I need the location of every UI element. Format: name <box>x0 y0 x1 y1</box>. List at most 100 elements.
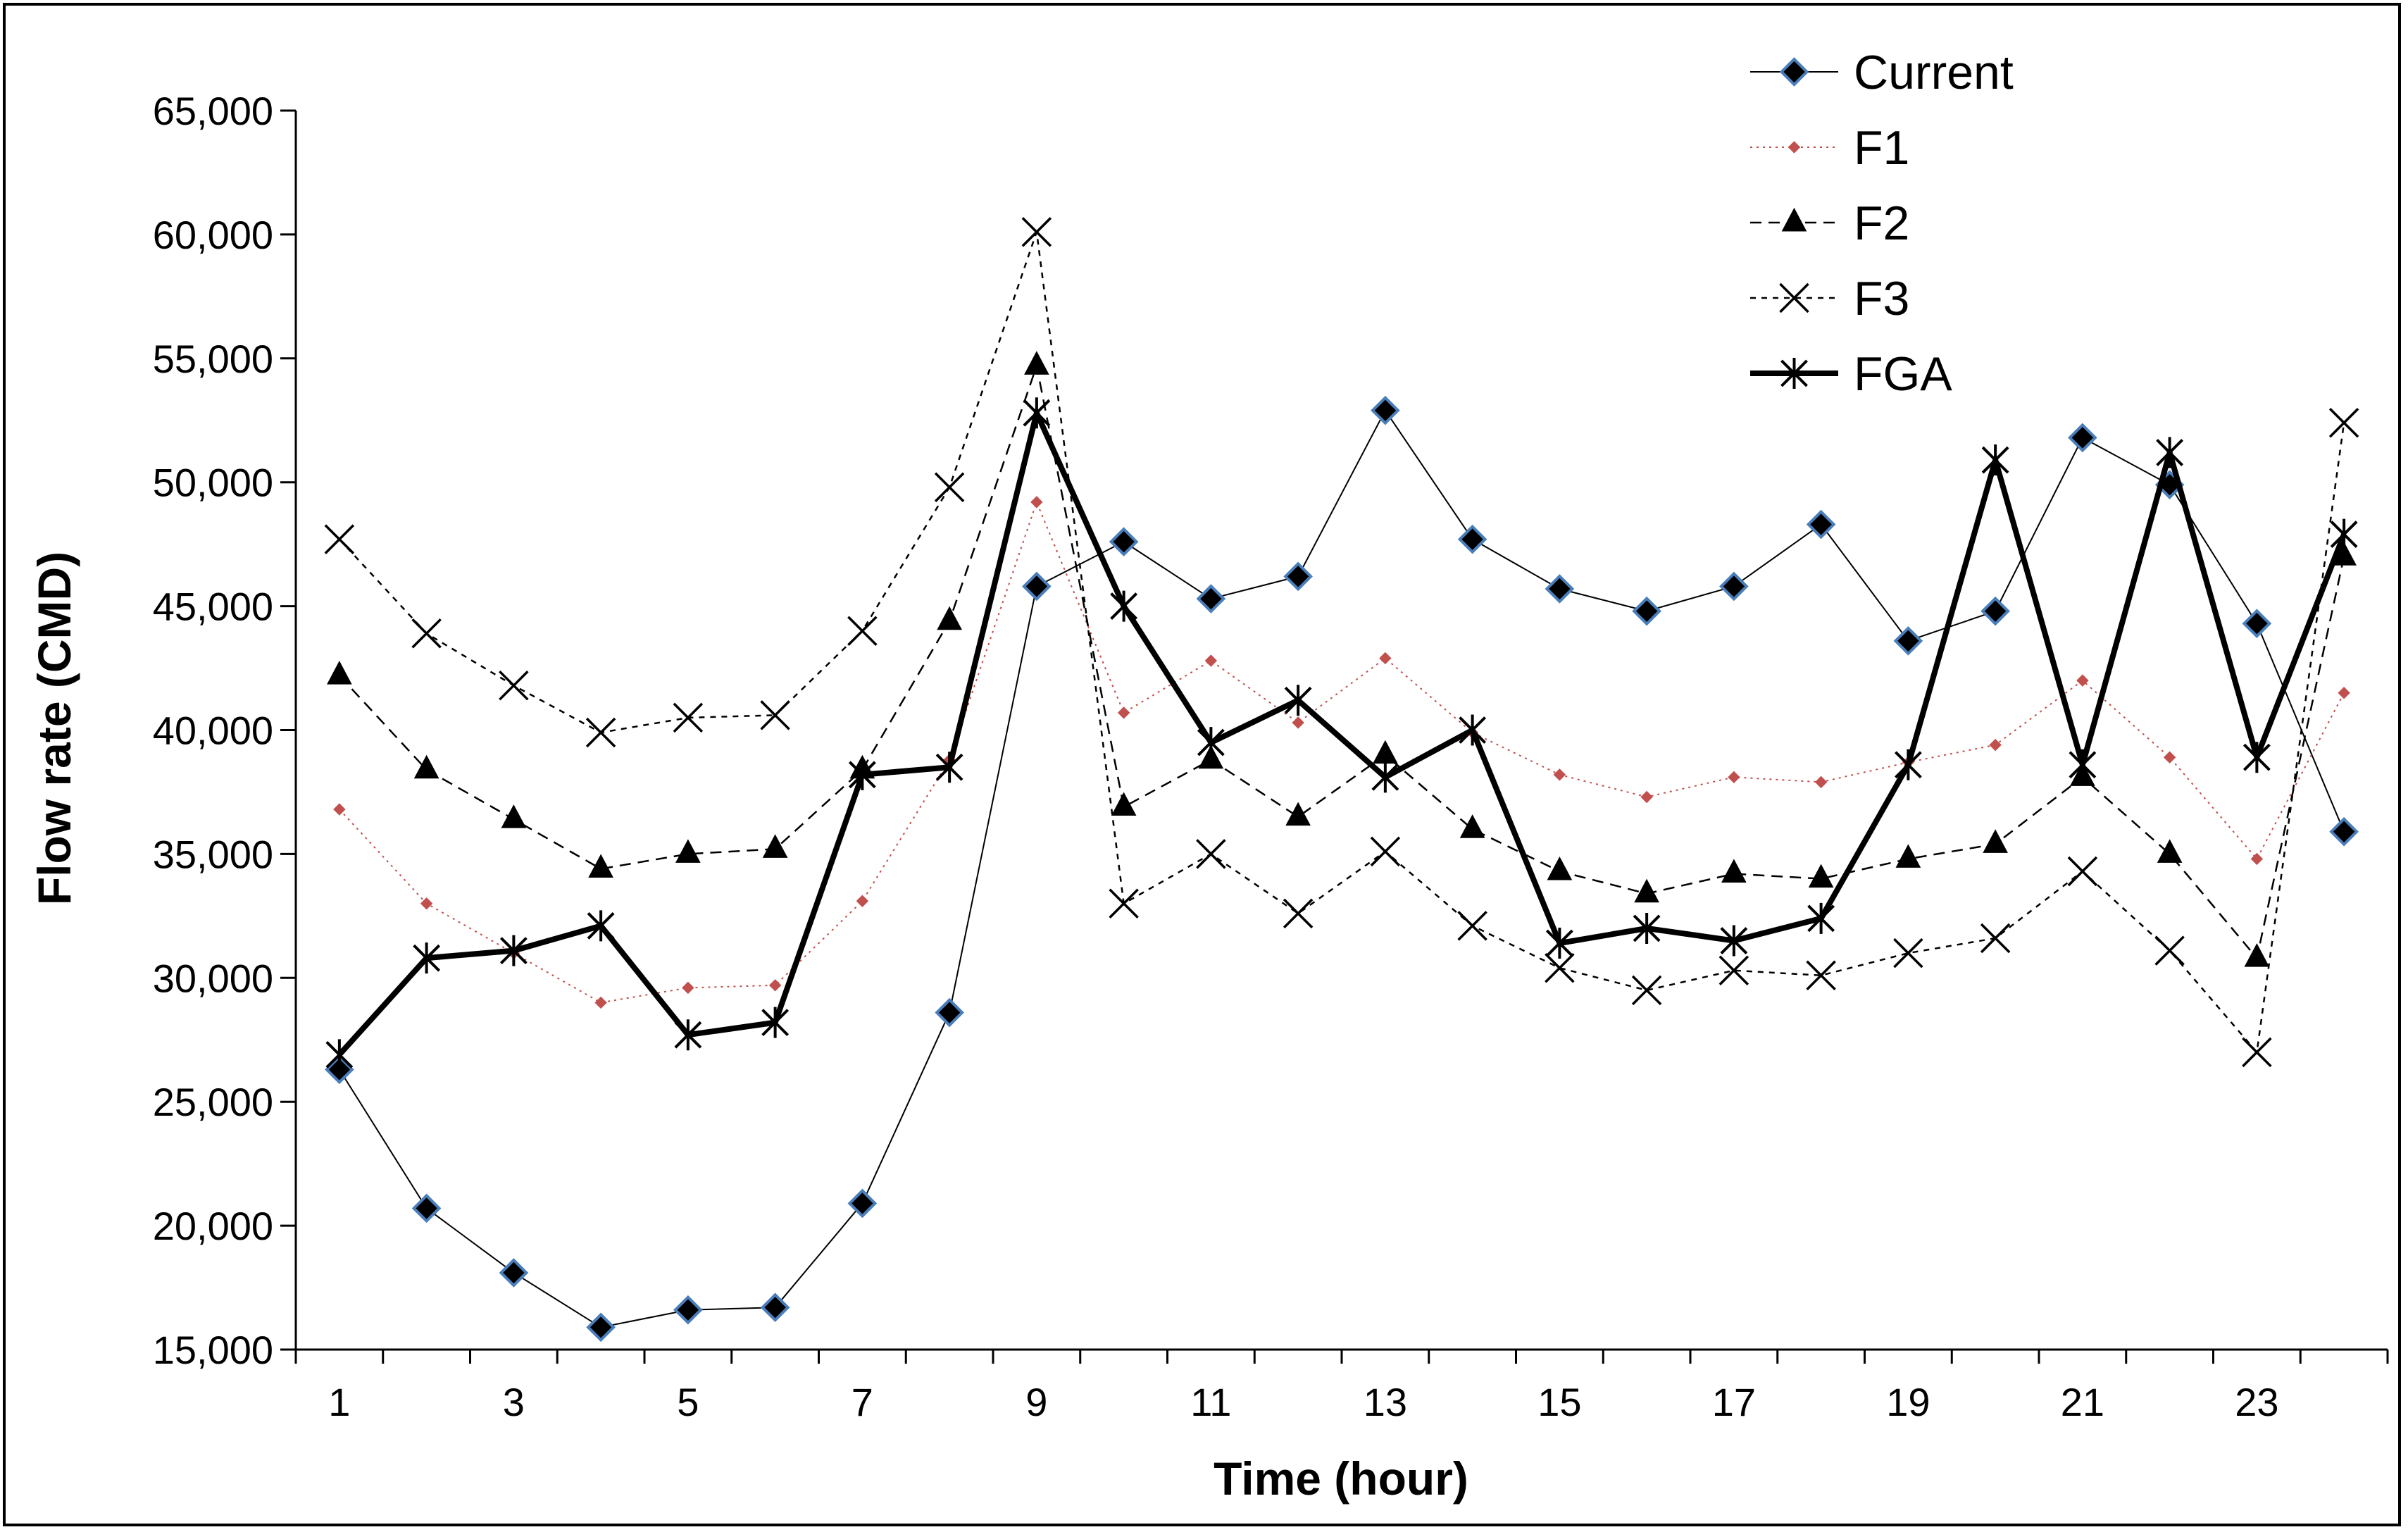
legend-label: F1 <box>1854 121 1909 175</box>
data-point-f2 <box>1547 856 1573 880</box>
legend-item-f3: F3 <box>1750 272 1909 325</box>
data-point-f2 <box>675 839 701 863</box>
data-point-current <box>1545 574 1575 604</box>
legend-item-current: Current <box>1750 46 2014 99</box>
data-point-f2 <box>1024 351 1049 375</box>
series-line-f3 <box>338 231 2345 1054</box>
data-point-f3 <box>1718 955 1749 985</box>
data-point-f2 <box>1285 802 1311 826</box>
data-point-current <box>1457 524 1487 554</box>
data-point-f3 <box>1893 938 1923 969</box>
data-point-f3 <box>1283 898 1314 929</box>
data-point-fga <box>2156 437 2184 468</box>
data-point-f3 <box>1196 839 1226 869</box>
data-point-f2 <box>937 606 962 630</box>
data-point-f3 <box>411 618 442 649</box>
y-tick-label: 30,000 <box>153 956 273 1000</box>
chart-axes: 15,000 20,000 25,000 30,000 35,000 40,000 45,0… <box>153 89 2389 1424</box>
data-point-current <box>499 1258 529 1288</box>
data-point-f3 <box>1631 975 1662 1006</box>
data-point-f2 <box>1721 859 1747 883</box>
data-point-f3 <box>1806 960 1836 991</box>
y-tick-label: 55,000 <box>153 337 273 381</box>
x-tick-label: 5 <box>677 1380 699 1424</box>
series-line-current <box>339 409 2345 1328</box>
series-line-f2 <box>338 365 2345 959</box>
data-point-f3 <box>1370 836 1401 867</box>
legend-label: FGA <box>1854 347 1952 401</box>
y-tick-label: 65,000 <box>153 89 273 133</box>
series-line-fga <box>337 410 2347 1057</box>
data-point-fga <box>499 935 528 966</box>
data-point-fga <box>1459 714 1487 746</box>
data-point-fga <box>935 752 963 783</box>
x-tick-label: 9 <box>1025 1380 1047 1424</box>
chart-series <box>324 217 2359 1343</box>
data-point-f1 <box>2163 751 2176 764</box>
data-point-fga <box>1807 902 1835 934</box>
chart-legend: Current F1 F2 F3 FGA <box>1750 46 2014 401</box>
data-point-fga <box>2330 518 2358 550</box>
data-point-fga <box>1545 928 1573 959</box>
x-tick-label: 13 <box>1364 1380 1407 1424</box>
data-point-current <box>1632 596 1661 626</box>
data-point-f1 <box>333 803 346 816</box>
data-point-current <box>1109 527 1139 556</box>
x-tick-label: 17 <box>1712 1380 1756 1424</box>
legend-item-fga: FGA <box>1750 347 1952 401</box>
data-point-current <box>1980 596 2010 626</box>
data-point-f1 <box>594 996 607 1009</box>
series-fga <box>325 397 2358 1071</box>
data-point-current <box>847 1188 878 1219</box>
legend-item-f2: F2 <box>1750 197 1909 250</box>
data-point-f1 <box>1204 654 1218 667</box>
data-point-f2 <box>762 834 788 858</box>
data-point-f3 <box>585 717 616 748</box>
data-point-current <box>1893 626 1923 656</box>
data-point-fga <box>1110 590 1138 622</box>
data-point-f1 <box>1292 716 1304 729</box>
data-point-f3 <box>1109 888 1139 918</box>
data-point-f3 <box>1545 952 1575 983</box>
data-point-fga <box>1633 912 1661 944</box>
data-point-f1 <box>1553 768 1566 781</box>
data-point-f2 <box>2244 943 2270 967</box>
x-tick-label: 11 <box>1190 1380 1231 1424</box>
data-point-fga <box>587 910 615 942</box>
x-tick-label: 19 <box>1886 1380 1930 1424</box>
data-point-f3 <box>1021 217 1052 247</box>
data-point-f2 <box>1459 814 1485 838</box>
data-point-current <box>586 1312 616 1343</box>
data-point-current <box>1283 561 1313 592</box>
data-point-current <box>1806 509 1836 540</box>
data-point-f3 <box>499 670 529 701</box>
data-point-fga <box>325 1039 354 1071</box>
legend-label: Current <box>1854 46 2014 99</box>
series-f1 <box>333 496 2350 1009</box>
legend-marker <box>1780 358 1808 389</box>
data-point-f1 <box>856 895 869 907</box>
data-point-f2 <box>2157 839 2183 863</box>
data-point-f3 <box>1457 911 1487 941</box>
data-point-f1 <box>1814 776 1828 789</box>
data-point-f1 <box>1989 738 2002 752</box>
y-tick-label: 50,000 <box>153 461 273 505</box>
series-current <box>325 395 2359 1343</box>
y-tick-label: 40,000 <box>153 709 273 753</box>
data-point-f1 <box>2338 687 2350 699</box>
legend-label: F3 <box>1854 272 1909 325</box>
data-point-fga <box>1371 761 1399 793</box>
data-point-current <box>2329 816 2359 847</box>
data-point-fga <box>2069 749 2097 780</box>
data-point-f2 <box>413 754 439 779</box>
data-point-f2 <box>1111 792 1137 816</box>
data-point-current <box>1022 571 1052 602</box>
legend-marker <box>1781 207 1807 232</box>
data-point-f1 <box>1640 790 1653 804</box>
data-point-f1 <box>2076 674 2089 687</box>
data-point-f2 <box>1983 829 2008 853</box>
data-point-f2 <box>1634 878 1659 903</box>
data-point-current <box>2068 423 2097 453</box>
x-tick-label: 21 <box>2061 1380 2104 1424</box>
